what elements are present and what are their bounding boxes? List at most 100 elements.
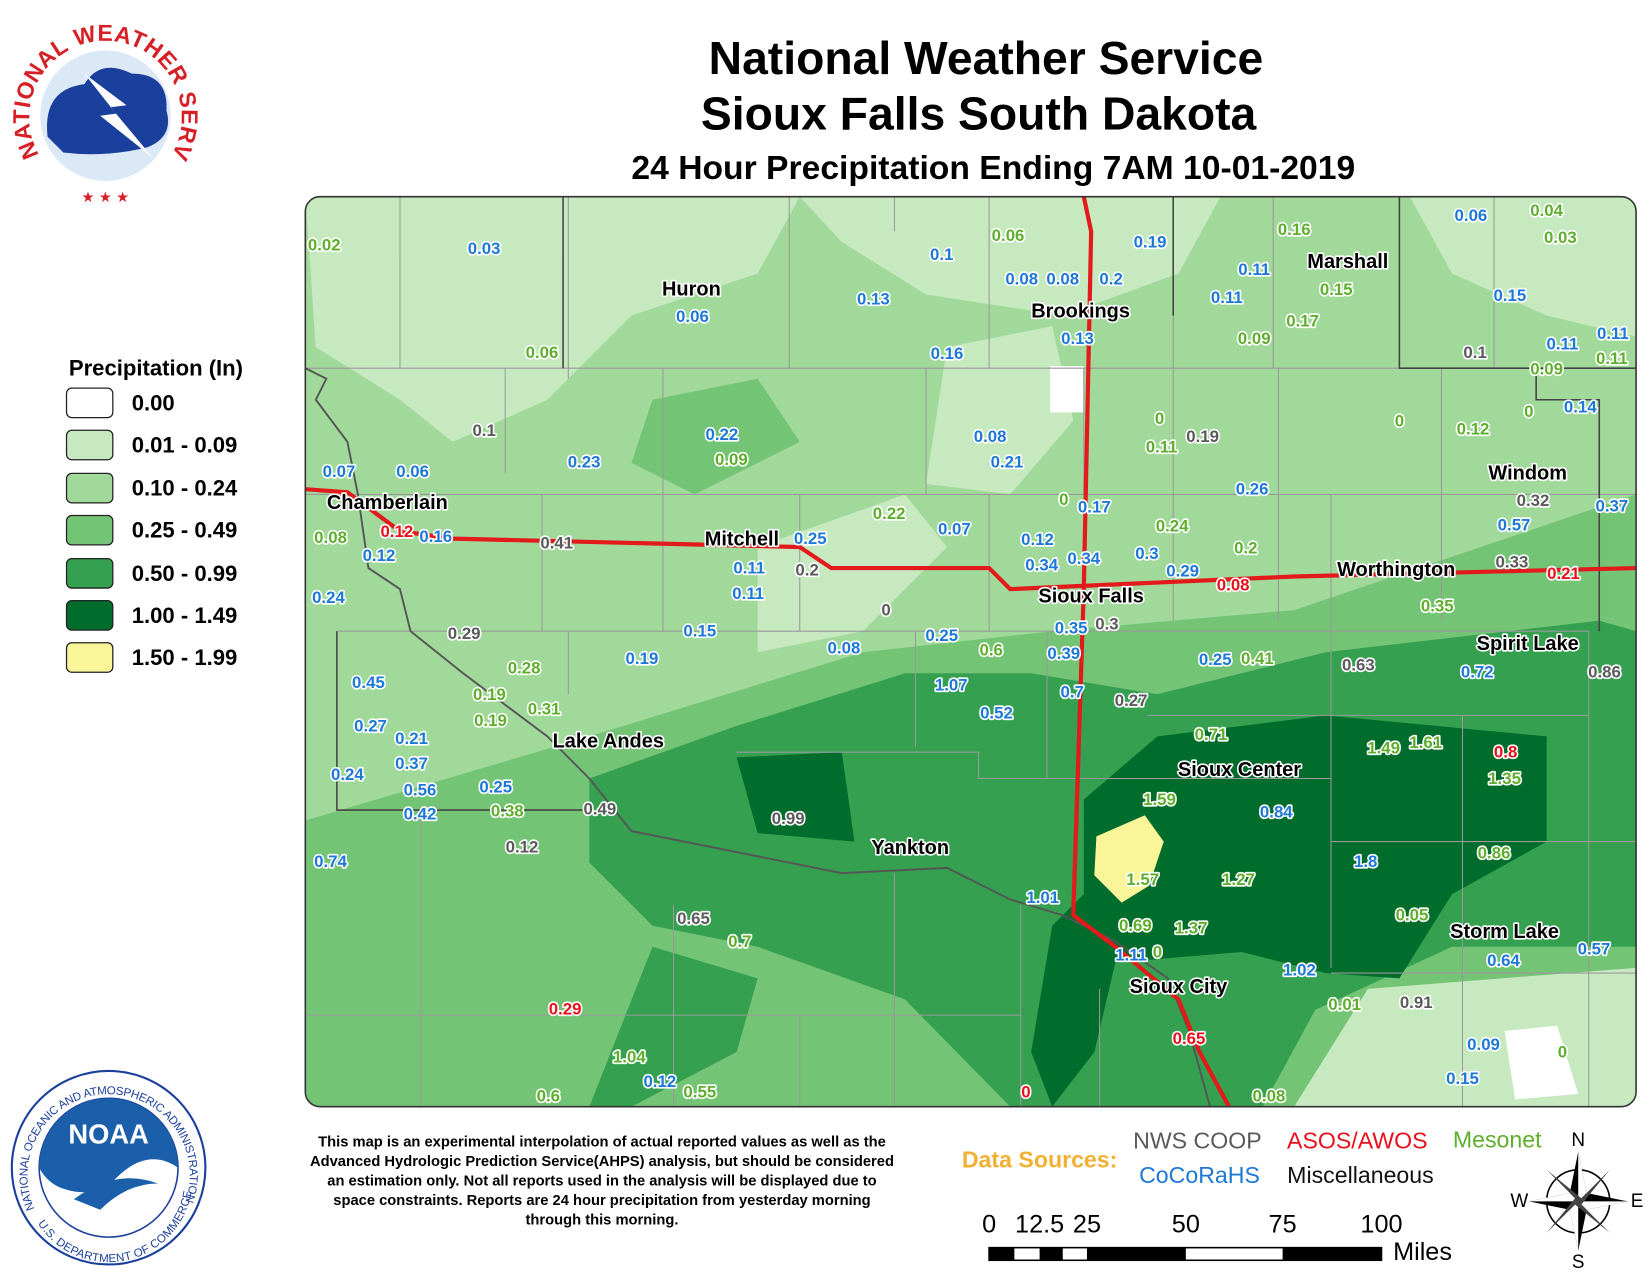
report-value: 0.29 bbox=[549, 999, 582, 1018]
city-label: Spirit Lake bbox=[1477, 633, 1579, 655]
report-value: 0.05 bbox=[1396, 906, 1429, 925]
disclaimer-line: through this morning. bbox=[526, 1212, 679, 1228]
report-value: 0.12 bbox=[1457, 420, 1490, 439]
light-area bbox=[305, 196, 800, 442]
report-value: 0.86 bbox=[1478, 844, 1511, 863]
report-value: 0.6 bbox=[537, 1087, 560, 1106]
report-value: 0.17 bbox=[1286, 311, 1319, 330]
report-value: 1.11 bbox=[1115, 946, 1147, 965]
legend-swatch bbox=[65, 429, 114, 461]
report-value: 0.12 bbox=[506, 837, 539, 856]
scale-label: 12.5 bbox=[1015, 1211, 1064, 1239]
legend: Precipitation (In) 0.00 0.01 - 0.09 0.10 -… bbox=[65, 356, 243, 673]
report-value: 0.33 bbox=[1496, 552, 1529, 571]
report-value: 0.19 bbox=[1134, 232, 1167, 251]
report-value: 0.11 bbox=[1547, 334, 1579, 353]
disclaimer-line: Advanced Hydrologic Prediction Service(A… bbox=[310, 1154, 894, 1170]
compass-e: E bbox=[1631, 1191, 1644, 1212]
legend-label: 0.10 - 0.24 bbox=[132, 476, 238, 501]
report-value: 0.09 bbox=[1467, 1035, 1500, 1054]
report-value: 0.08 bbox=[828, 639, 861, 658]
report-value: 1.8 bbox=[1354, 852, 1377, 871]
report-value: 0.39 bbox=[1047, 644, 1080, 663]
report-value: 0 bbox=[1021, 1082, 1030, 1101]
report-value: 0.63 bbox=[1342, 655, 1375, 674]
county-lines bbox=[305, 196, 1637, 1107]
report-value: 0.25 bbox=[794, 529, 827, 548]
compass-w: W bbox=[1510, 1191, 1528, 1212]
report-value: 0.24 bbox=[312, 588, 345, 607]
city-label: Lake Andes bbox=[553, 731, 664, 753]
report-value: 0.1 bbox=[1463, 343, 1486, 362]
report-value: 1.01 bbox=[1026, 888, 1059, 907]
report-value: 0.08 bbox=[1005, 269, 1038, 288]
report-value: 0.29 bbox=[1166, 562, 1199, 581]
report-value: 0.04 bbox=[1530, 201, 1563, 220]
report-value: 1.57 bbox=[1126, 870, 1159, 889]
report-value: 0.25 bbox=[1199, 650, 1232, 669]
report-value: 0.08 bbox=[1217, 575, 1250, 594]
report-value: 0.11 bbox=[733, 559, 765, 578]
report-value: 0.29 bbox=[448, 624, 481, 643]
report-value: 0.64 bbox=[1487, 951, 1520, 970]
report-value: 0.74 bbox=[314, 852, 347, 871]
report-value: 0.38 bbox=[491, 802, 524, 821]
report-value: 0.06 bbox=[992, 226, 1025, 245]
city-label: Storm Lake bbox=[1450, 921, 1559, 943]
compass-star-diagonal bbox=[1546, 1169, 1610, 1233]
report-value: 0.19 bbox=[473, 685, 506, 704]
report-value: 0.06 bbox=[676, 307, 709, 326]
report-value: 0.72 bbox=[1461, 663, 1494, 682]
scale-label: 25 bbox=[1073, 1211, 1101, 1239]
scale-label: 50 bbox=[1172, 1211, 1200, 1239]
report-value: 0.09 bbox=[1530, 360, 1563, 379]
report-value: 0.11 bbox=[1597, 324, 1629, 343]
cities-layer: Huron Brookings Marshall Chamberlain Mitchel… bbox=[325, 249, 1580, 999]
report-value: 0.22 bbox=[873, 504, 906, 523]
city-label: Worthington bbox=[1337, 559, 1455, 581]
data-sources: Data Sources: NWS COOP ASOS/AWOS Mesonet Co… bbox=[962, 1126, 1542, 1188]
report-value: 0.22 bbox=[706, 425, 739, 444]
nws-logo: NATIONAL WEATHER SERVICE ★ ★ ★ bbox=[0, 0, 201, 207]
report-value: 0.07 bbox=[938, 520, 971, 539]
legend-label: 1.00 - 1.49 bbox=[132, 603, 238, 628]
legend-label: 0.00 bbox=[132, 390, 175, 415]
report-value: 0.08 bbox=[974, 427, 1007, 446]
city-label: Marshall bbox=[1307, 251, 1388, 273]
report-value: 0.1 bbox=[930, 245, 953, 264]
legend-title: Precipitation (In) bbox=[69, 356, 243, 381]
report-value: 0.19 bbox=[474, 711, 507, 730]
report-value: 0.11 bbox=[1211, 288, 1243, 307]
report-value: 0.06 bbox=[526, 343, 559, 362]
legend-label: 1.50 - 1.99 bbox=[132, 645, 238, 670]
report-value: 0.11 bbox=[732, 584, 764, 603]
legend-swatch bbox=[65, 387, 114, 419]
source-label: Miscellaneous bbox=[1287, 1162, 1434, 1188]
light-area bbox=[799, 196, 1221, 316]
report-value: 0.57 bbox=[1578, 939, 1611, 958]
report-value: 0.42 bbox=[404, 805, 437, 824]
city-label: Sioux Falls bbox=[1038, 585, 1143, 607]
report-value: 0.16 bbox=[1278, 220, 1311, 239]
report-value: 0.27 bbox=[354, 716, 387, 735]
report-value: 1.04 bbox=[613, 1048, 646, 1067]
noaa-bird bbox=[73, 1178, 159, 1210]
report-value: 0.03 bbox=[468, 239, 501, 258]
title: National Weather Service bbox=[709, 32, 1264, 84]
scale-label: 0 bbox=[982, 1211, 996, 1239]
disclaimer-line: This map is an experimental interpolatio… bbox=[318, 1134, 886, 1150]
report-value: 0.11 bbox=[1596, 349, 1628, 368]
disclaimer: This map is an experimental interpolatio… bbox=[310, 1134, 894, 1228]
report-value: 0.08 bbox=[1253, 1087, 1286, 1106]
report-value: 0.69 bbox=[1119, 916, 1152, 935]
report-value: 0.14 bbox=[1564, 398, 1597, 417]
city-label: Huron bbox=[662, 278, 721, 300]
report-value: 0.35 bbox=[1055, 619, 1088, 638]
report-value: 0.15 bbox=[683, 622, 716, 641]
very-heavy-area bbox=[736, 752, 855, 842]
report-value: 0.35 bbox=[1421, 596, 1454, 615]
noaa-sky bbox=[39, 1098, 179, 1193]
report-value: 0 bbox=[1059, 490, 1068, 509]
report-value: 0 bbox=[1524, 402, 1533, 421]
